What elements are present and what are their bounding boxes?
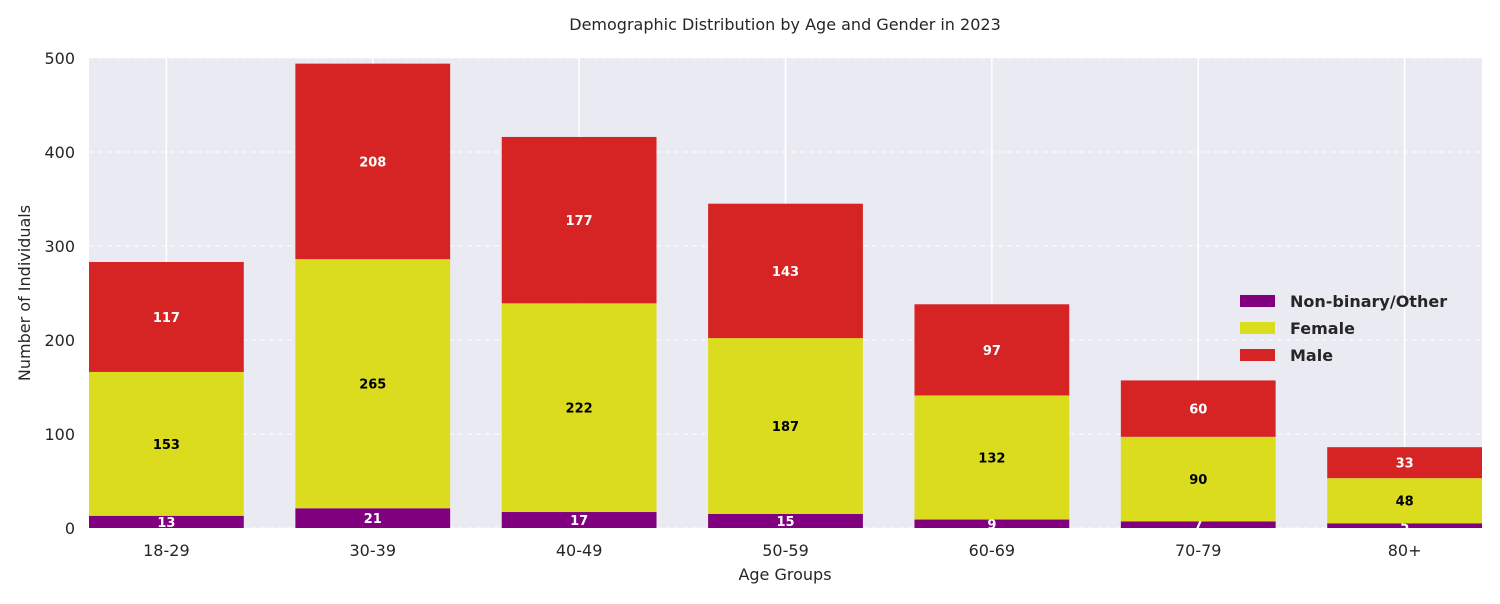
x-tick-label: 60-69 xyxy=(969,541,1016,560)
bar-value-label: 222 xyxy=(566,402,593,417)
x-axis-label: Age Groups xyxy=(738,565,831,584)
y-tick-label: 200 xyxy=(44,331,75,350)
bar-female xyxy=(1120,436,1276,522)
bar-value-label: 60 xyxy=(1189,403,1207,418)
bar-value-label: 143 xyxy=(772,265,799,280)
bar-value-label: 187 xyxy=(772,420,799,435)
bar-non-binary-other xyxy=(295,508,451,528)
x-tick-label: 30-39 xyxy=(350,541,397,560)
y-axis-label: Number of Individuals xyxy=(15,205,34,381)
y-tick-label: 500 xyxy=(44,49,75,68)
bar-male xyxy=(708,203,863,339)
bar-female xyxy=(89,371,244,516)
bar-non-binary-other xyxy=(1327,523,1482,528)
legend-swatch xyxy=(1240,322,1275,334)
bar-non-binary-other xyxy=(708,513,863,528)
legend-label: Male xyxy=(1290,346,1333,365)
bar-female xyxy=(295,259,451,509)
bar-value-label: 5 xyxy=(1400,520,1409,535)
bar-value-label: 21 xyxy=(364,512,382,527)
bar-value-label: 208 xyxy=(359,155,386,170)
bar-non-binary-other xyxy=(89,515,244,528)
bar-non-binary-other xyxy=(1120,521,1276,528)
x-tick-label: 80+ xyxy=(1388,541,1422,560)
x-tick-label: 70-79 xyxy=(1175,541,1222,560)
y-tick-label: 400 xyxy=(44,143,75,162)
bar-value-label: 153 xyxy=(153,438,180,453)
bar-non-binary-other xyxy=(914,519,1070,528)
legend-label: Female xyxy=(1290,319,1355,338)
bar-non-binary-other xyxy=(501,512,657,528)
bar-value-label: 7 xyxy=(1194,519,1203,534)
y-tick-label: 0 xyxy=(65,519,75,538)
bar-value-label: 97 xyxy=(983,344,1001,359)
bar-female xyxy=(914,395,1070,520)
legend: Non-binary/Other Female Male xyxy=(1240,292,1447,365)
bar-value-label: 13 xyxy=(157,516,175,531)
plot-area: 0 100 200 300 400 500 18-29 30-39 40-49 50-59 60-6… xyxy=(44,49,1482,560)
legend-swatch xyxy=(1240,295,1275,307)
x-tick-label: 18-29 xyxy=(143,541,190,560)
chart-title: Demographic Distribution by Age and Gend… xyxy=(569,15,1001,34)
bar-value-label: 15 xyxy=(776,515,794,530)
bar-value-label: 132 xyxy=(978,452,1005,467)
bar-value-label: 177 xyxy=(566,214,593,229)
legend-swatch xyxy=(1240,349,1275,361)
bar-value-label: 117 xyxy=(153,311,180,326)
bar-value-label: 48 xyxy=(1396,495,1414,510)
x-tick-label: 40-49 xyxy=(556,541,603,560)
bar-female xyxy=(1327,478,1482,524)
x-tick-label: 50-59 xyxy=(762,541,809,560)
bar-male xyxy=(295,63,451,260)
bar-value-label: 9 xyxy=(987,518,996,533)
bar-value-label: 33 xyxy=(1396,457,1414,472)
y-tick-label: 100 xyxy=(44,425,75,444)
bar-value-label: 265 xyxy=(359,378,386,393)
bar-male xyxy=(89,261,244,372)
y-tick-label: 300 xyxy=(44,237,75,256)
bar-male xyxy=(501,136,657,304)
legend-label: Non-binary/Other xyxy=(1290,292,1447,311)
bar-female xyxy=(501,303,657,513)
bar-female xyxy=(708,338,863,514)
bar-value-label: 90 xyxy=(1189,473,1207,488)
bar-male xyxy=(1327,447,1482,479)
bar-value-label: 17 xyxy=(570,514,588,529)
bar-male xyxy=(914,304,1070,396)
bar-male xyxy=(1120,380,1276,437)
